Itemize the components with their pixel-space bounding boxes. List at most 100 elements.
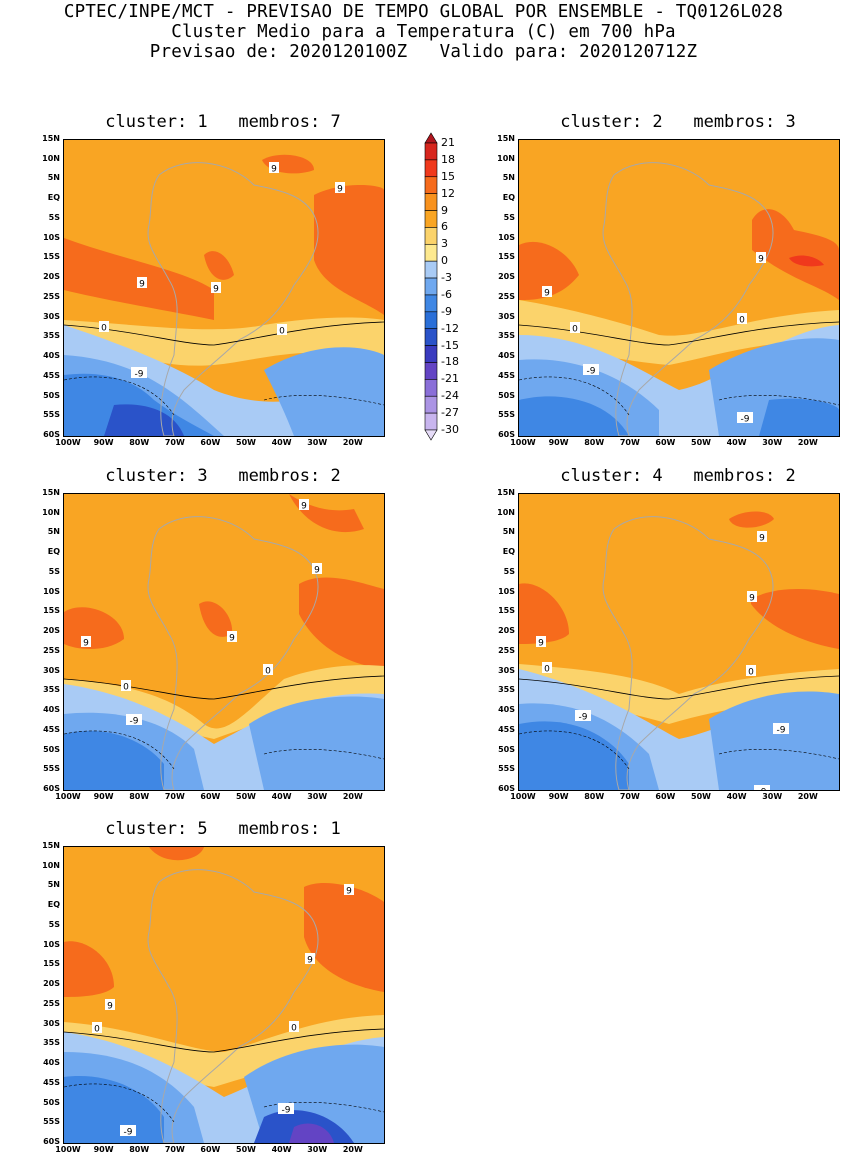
longitude-label: 30W	[307, 792, 328, 801]
temperature-region	[314, 185, 384, 315]
map-panel-1: 9 9 9 9 0 0 -9	[63, 139, 385, 437]
colorbar-level-label: -30	[441, 423, 459, 436]
longitude-label: 30W	[307, 438, 328, 447]
latitude-label: 60S	[498, 784, 515, 793]
colorbar-level-label: -6	[441, 287, 452, 301]
longitude-label: 20W	[797, 792, 818, 801]
colorbar-level-label: -21	[441, 372, 459, 386]
longitude-label: 40W	[271, 792, 292, 801]
colorbar-level-label: 9	[441, 203, 448, 217]
longitude-label: 40W	[271, 438, 292, 447]
latitude-label: 30S	[43, 311, 60, 321]
contour-label: 9	[227, 631, 237, 644]
temperature-region	[789, 255, 824, 267]
latitude-label: 5N	[502, 527, 515, 537]
longitude-label: 80W	[584, 792, 605, 801]
contour-label: 0	[277, 324, 287, 337]
contour-line-minus9	[519, 730, 839, 770]
colorbar-swatch	[424, 159, 438, 178]
temperature-region	[729, 511, 774, 528]
longitude-label: 70W	[619, 438, 640, 447]
contour-label-text: 0	[279, 327, 285, 337]
latitude-label: 5N	[47, 173, 60, 183]
longitude-label: 90W	[548, 438, 569, 447]
latitude-label: 15S	[43, 959, 60, 969]
colorbar-swatch	[424, 328, 438, 346]
latitude-label: 5S	[503, 566, 515, 576]
latitude-label: 10S	[43, 232, 60, 242]
temperature-region	[249, 696, 384, 790]
latitude-label: 55S	[43, 1117, 60, 1127]
temperature-region	[519, 721, 629, 790]
contour-label-text: -9	[282, 1106, 291, 1116]
temperature-region	[759, 398, 839, 436]
contour-label: 9	[335, 182, 345, 195]
colorbar-swatch	[424, 176, 438, 194]
longitude-label: 50W	[691, 438, 711, 447]
map-panel-3: 9 9 9 9 0 0 -9	[63, 493, 385, 791]
latitude-label: 55S	[498, 410, 515, 420]
longitude-label: 20W	[342, 438, 363, 447]
contour-label-text: -9	[124, 1128, 133, 1138]
longitude-label: 90W	[548, 792, 569, 801]
longitude-label: 30W	[762, 438, 783, 447]
temperature-region	[519, 664, 839, 724]
contour-label: -9	[754, 785, 770, 790]
latitude-label: EQ	[502, 193, 515, 203]
latitude-label: 50S	[43, 1097, 60, 1107]
contour-label-text: 9	[83, 639, 89, 649]
contour-label-text: 0	[265, 667, 271, 677]
colorbar-swatch	[424, 142, 438, 161]
latitude-label: 50S	[498, 390, 515, 400]
header-line-2: Cluster Medio para a Temperatura (C) em …	[171, 22, 676, 42]
coastline	[602, 162, 774, 436]
latitude-label: 30S	[498, 665, 515, 675]
colorbar-level-label: -3	[441, 271, 452, 285]
temperature-map-1: 9 9 9 9 0 0 -9	[64, 154, 384, 436]
colorbar-level-label: -27	[441, 406, 459, 420]
colorbar-level-label: 12	[441, 186, 455, 200]
latitude-label: 20S	[43, 979, 60, 989]
longitude-label: 60W	[655, 438, 676, 447]
contour-label-text: 9	[301, 502, 307, 512]
temperature-region	[104, 404, 184, 436]
colorbar-level-label: 18	[441, 152, 455, 166]
latitude-label: 35S	[43, 1038, 60, 1048]
colorbar-svg	[424, 132, 438, 441]
contour-label-text: -9	[130, 717, 139, 727]
latitude-label: 20S	[43, 272, 60, 282]
temperature-region	[149, 847, 204, 861]
longitude-label: 100W	[55, 438, 81, 447]
temperature-region	[64, 607, 124, 649]
longitude-label: 60W	[200, 438, 221, 447]
longitude-label: 100W	[55, 1145, 81, 1154]
longitude-label: 90W	[93, 1145, 114, 1154]
latitude-label: 10S	[498, 232, 515, 242]
longitude-label: 80W	[584, 438, 605, 447]
colorbar-level-label: -15	[441, 338, 459, 352]
contour-label: 0	[92, 1022, 102, 1035]
contour-label: -9	[583, 364, 599, 377]
contour-label-text: 0	[748, 668, 754, 678]
latitude-label: 35S	[498, 331, 515, 341]
latitude-label: EQ	[47, 900, 60, 910]
latitude-label: 20S	[43, 626, 60, 636]
contour-label-text: -9	[741, 415, 750, 425]
contour-label: 0	[746, 665, 756, 678]
latitude-label: 45S	[498, 370, 515, 380]
contour-label: 9	[756, 252, 766, 265]
contour-label-text: 9	[758, 255, 764, 265]
contour-label: 0	[99, 321, 109, 334]
contour-label-text: 0	[544, 665, 550, 675]
contour-label: 9	[344, 884, 354, 897]
contour-label: -9	[773, 723, 789, 736]
contour-label: 9	[536, 636, 546, 649]
colorbar-swatch	[424, 345, 438, 363]
contour-label-text: 0	[572, 325, 578, 335]
temperature-region	[64, 941, 114, 997]
latitude-label: 10S	[43, 939, 60, 949]
latitude-label: 40S	[43, 351, 60, 361]
contour-label-text: 9	[271, 165, 277, 175]
colorbar-swatch	[424, 412, 438, 431]
latitude-label: 5S	[48, 566, 60, 576]
